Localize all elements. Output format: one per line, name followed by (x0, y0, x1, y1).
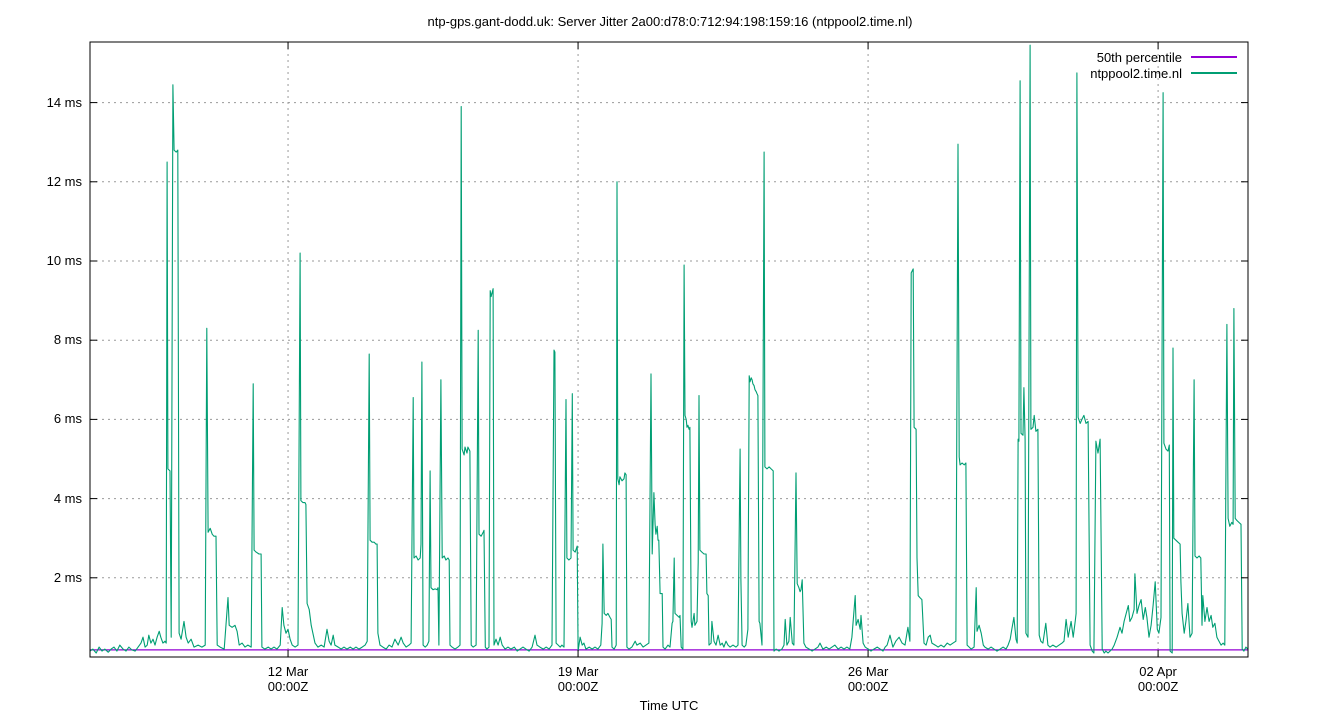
x-tick-label: 00:00Z (1137, 679, 1179, 694)
y-tick-label: 6 ms (53, 411, 82, 427)
y-tick-label: 4 ms (53, 490, 82, 506)
legend-label-series: ntppool2.time.nl (1090, 65, 1182, 81)
chart-title: ntp-gps.gant-dodd.uk: Server Jitter 2a00… (427, 14, 913, 29)
x-tick-label: 02 Apr (1139, 664, 1177, 679)
jitter-series-line (89, 44, 1249, 654)
axis-ticks (90, 42, 1248, 657)
y-tick-label: 12 ms (46, 173, 82, 189)
x-tick-label: 19 Mar (557, 664, 599, 679)
x-tick-label: 00:00Z (557, 679, 599, 694)
x-tick-label: 00:00Z (267, 679, 309, 694)
plot-border (89, 41, 1249, 658)
x-tick-label: 26 Mar (847, 664, 889, 679)
gridlines (90, 42, 1248, 657)
x-tick-label: 12 Mar (267, 664, 309, 679)
percentile-line-swatch (1191, 56, 1237, 58)
x-tick-label: 00:00Z (847, 679, 889, 694)
x-axis-title: Time UTC (639, 698, 699, 713)
y-tick-label: 10 ms (46, 252, 82, 268)
legend-entry-series: ntppool2.time.nl (1090, 65, 1237, 81)
legend-entry-percentile: 50th percentile (1090, 49, 1237, 65)
y-tick-label: 2 ms (53, 569, 82, 585)
legend-label-percentile: 50th percentile (1096, 49, 1182, 65)
y-tick-label: 8 ms (53, 332, 82, 348)
y-tick-label: 14 ms (46, 94, 82, 110)
legend: 50th percentile ntppool2.time.nl (1090, 49, 1237, 81)
series-line-swatch (1191, 72, 1237, 74)
